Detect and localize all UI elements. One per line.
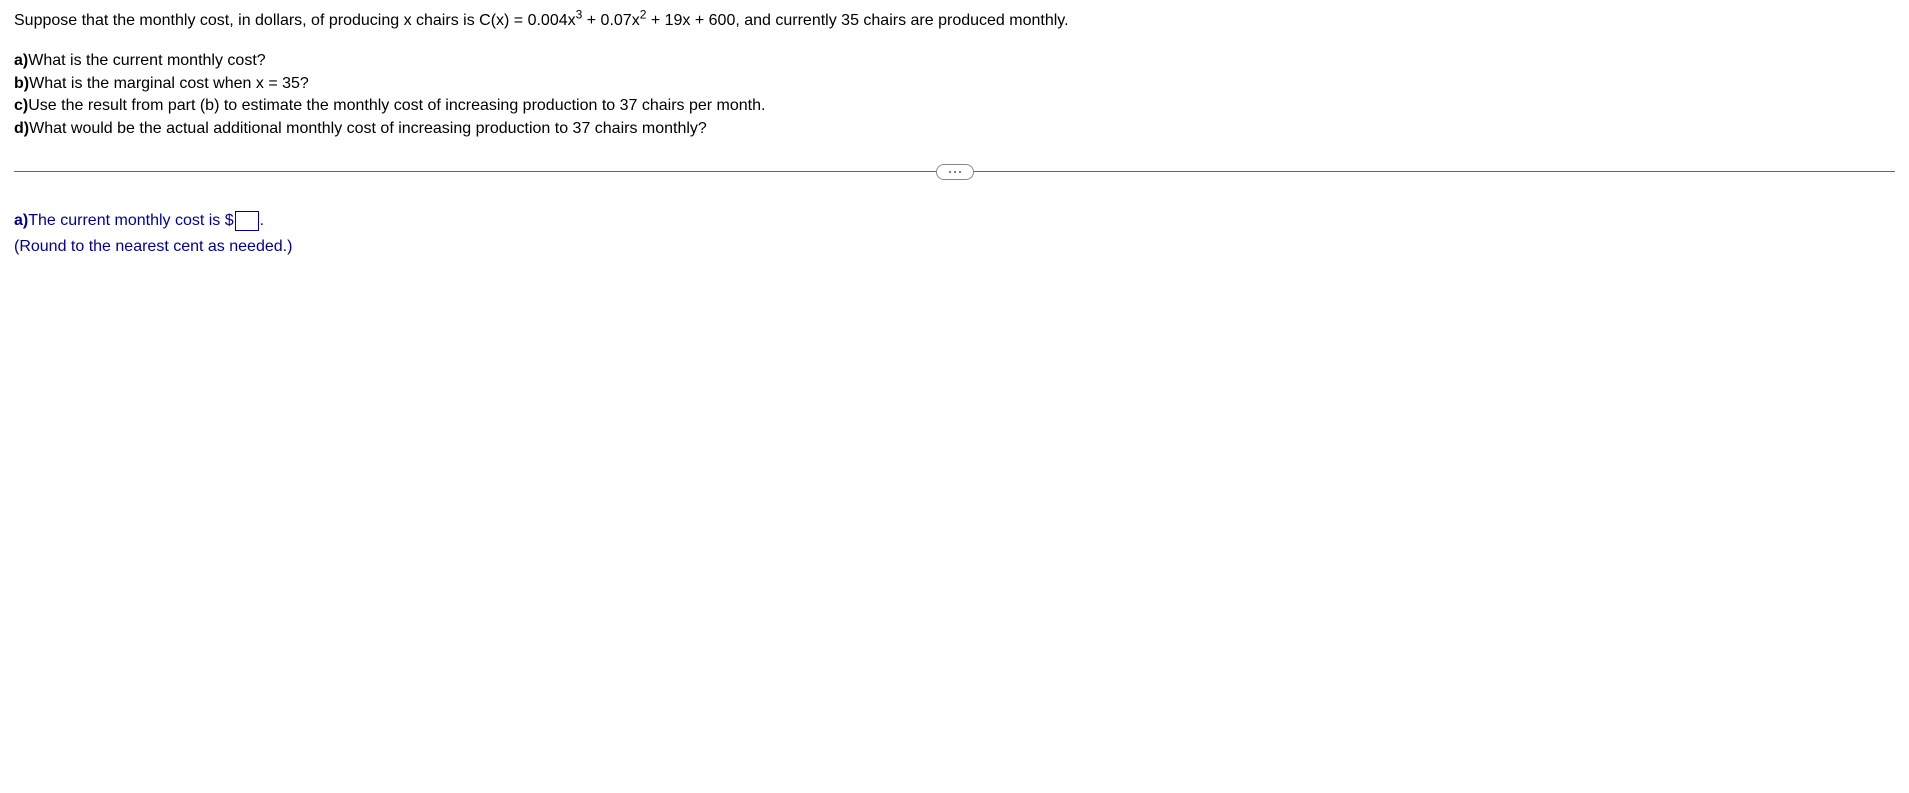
answer-section: a) The current monthly cost is $. (Round… (14, 210, 1895, 259)
question-b-text: What is the marginal cost when x = 35? (29, 75, 309, 92)
answer-a-text-post: . (260, 210, 264, 232)
answer-a-line: a) The current monthly cost is $. (14, 210, 1895, 232)
question-d-label: d) (14, 120, 29, 137)
question-c-text: Use the result from part (b) to estimate… (28, 97, 765, 114)
answer-a-hint: (Round to the nearest cent as needed.) (14, 236, 1895, 258)
question-a: a)What is the current monthly cost? (14, 50, 1895, 72)
problem-text-mid1: + 0.07x (582, 12, 639, 29)
problem-text-post: + 19x + 600, and currently 35 chairs are… (646, 12, 1068, 29)
divider-line-right (974, 171, 1896, 172)
question-b: b)What is the marginal cost when x = 35? (14, 73, 1895, 95)
divider-line-left (14, 171, 936, 172)
question-a-text: What is the current monthly cost? (28, 52, 265, 69)
question-c-label: c) (14, 97, 28, 114)
expand-button[interactable] (936, 164, 974, 180)
problem-statement: Suppose that the monthly cost, in dollar… (14, 10, 1895, 32)
answer-a-label: a) (14, 210, 28, 232)
answer-a-input[interactable] (235, 211, 259, 231)
answer-a-text-pre: The current monthly cost is $ (28, 210, 233, 232)
section-divider (14, 162, 1895, 182)
question-d: d)What would be the actual additional mo… (14, 118, 1895, 140)
question-c: c)Use the result from part (b) to estima… (14, 95, 1895, 117)
question-d-text: What would be the actual additional mont… (29, 120, 707, 137)
problem-text-pre: Suppose that the monthly cost, in dollar… (14, 12, 576, 29)
question-a-label: a) (14, 52, 28, 69)
questions-block: a)What is the current monthly cost? b)Wh… (14, 50, 1895, 140)
ellipsis-icon (949, 171, 961, 173)
question-b-label: b) (14, 75, 29, 92)
